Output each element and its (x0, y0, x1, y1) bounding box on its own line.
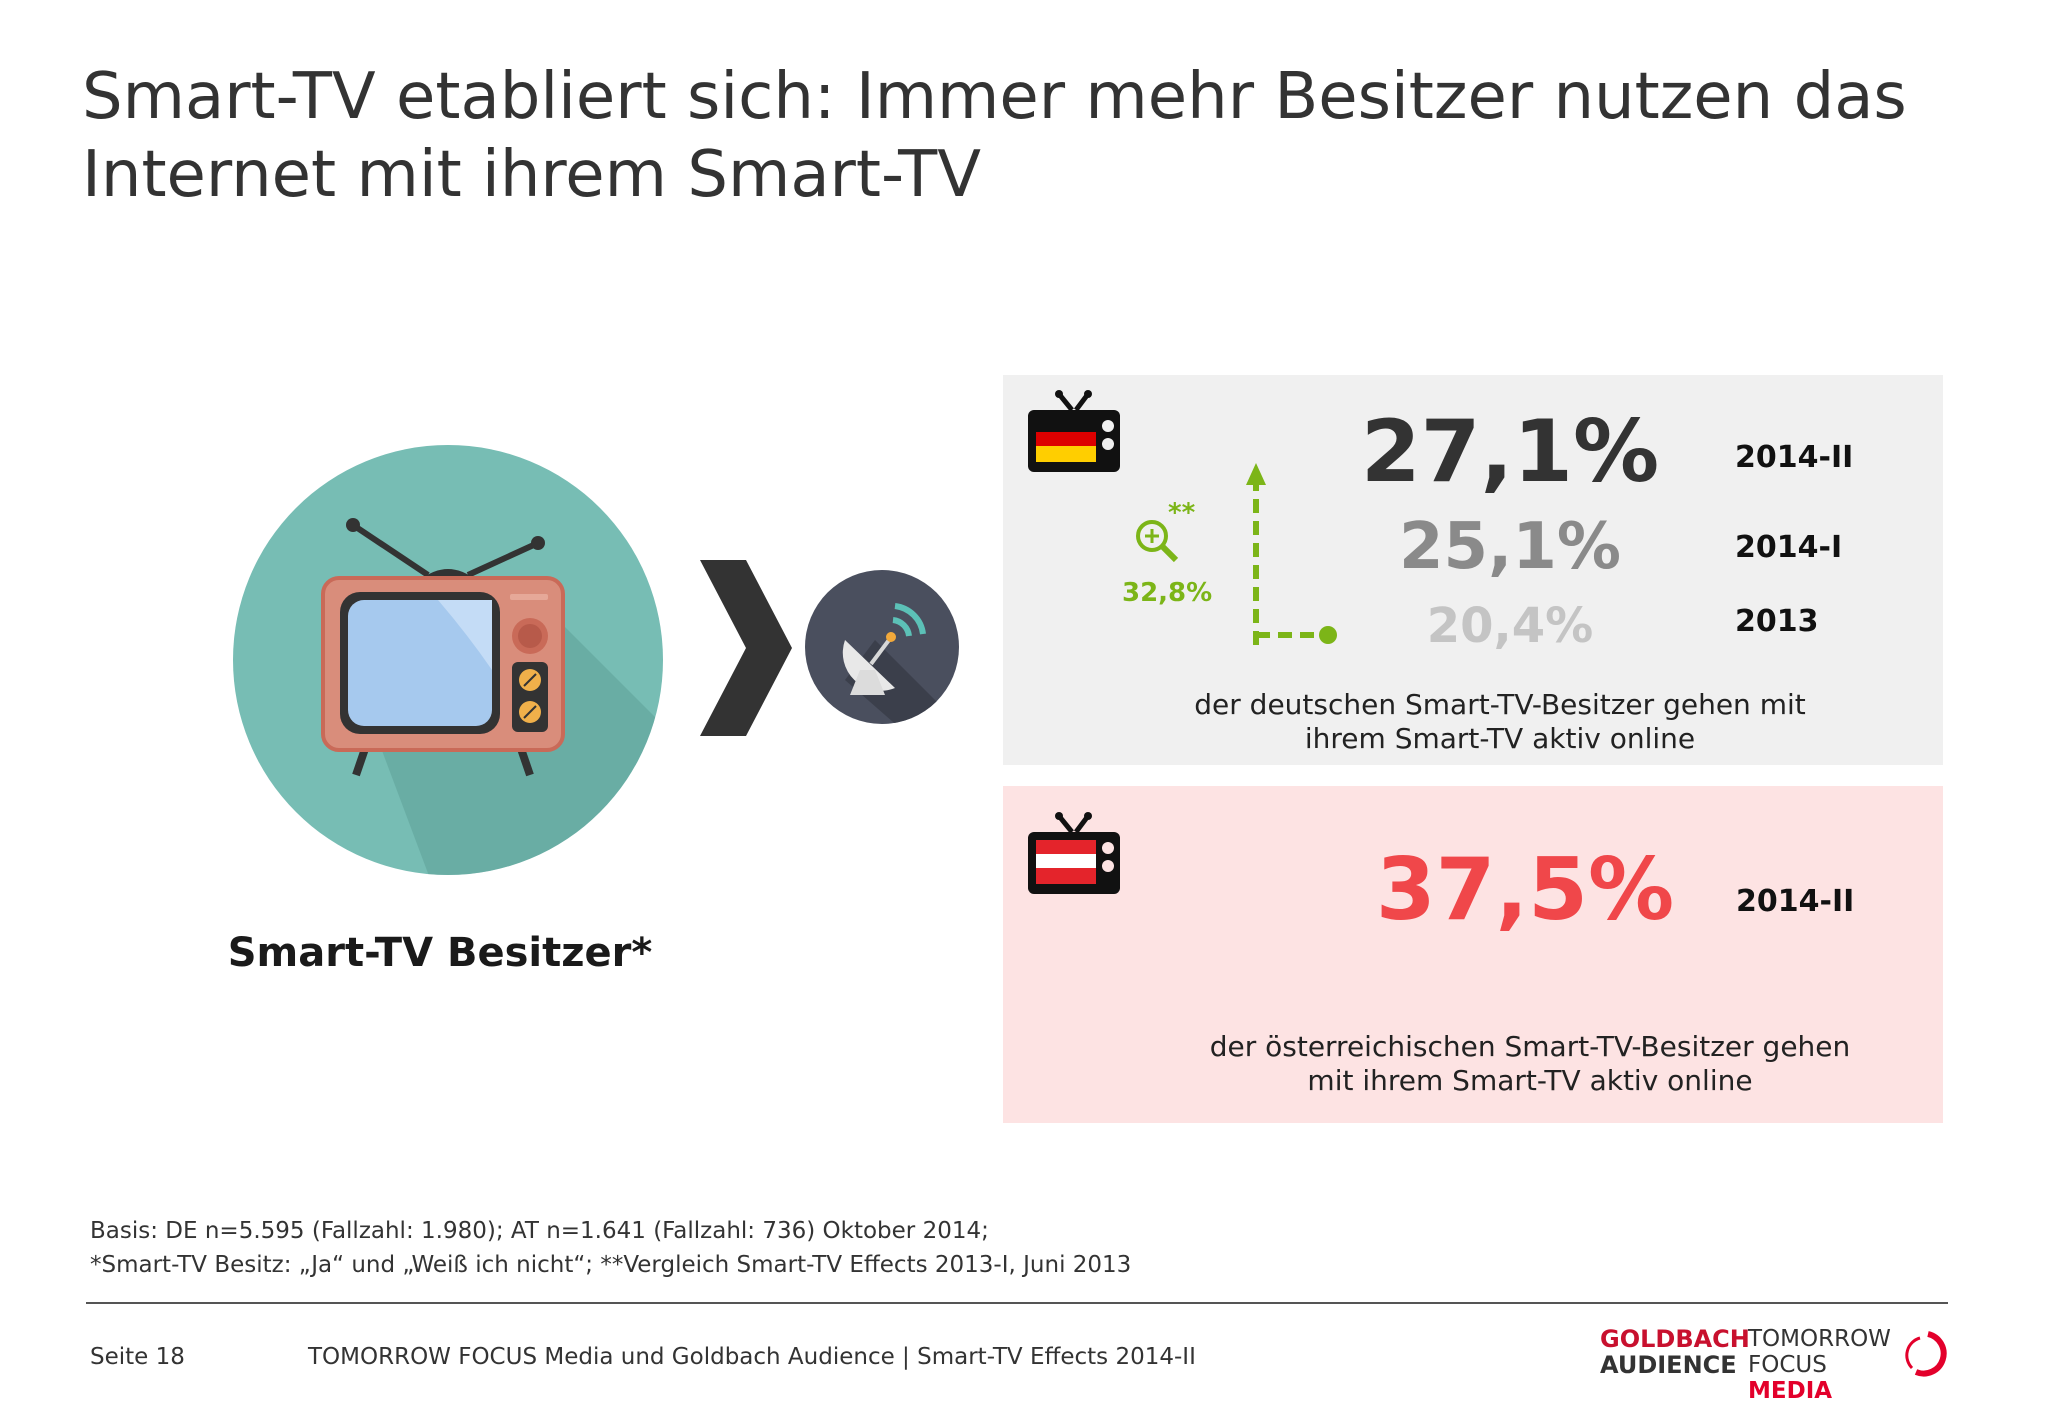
footnote-definitions: *Smart-TV Besitz: „Ja“ und „Weiß ich nic… (90, 1252, 1132, 1278)
at-description-line2: mit ihrem Smart-TV aktiv online (1307, 1064, 1753, 1097)
logo-tf-line2a: FOCUS (1748, 1352, 1827, 1378)
de-value-2014-i: 25,1% (1398, 510, 1622, 584)
de-period-2013: 2013 (1735, 604, 1819, 639)
at-description: der österreichischen Smart-TV-Besitzer g… (1090, 1030, 1970, 1098)
tomorrow-focus-ring-icon (1905, 1331, 1947, 1377)
comparison-marker: ** (1168, 498, 1196, 528)
tomorrow-focus-media-logo: TOMORROW FOCUS MEDIA (1748, 1326, 1918, 1404)
de-value-2014-ii: 27,1% (1360, 402, 1660, 502)
logo-goldbach-line2: AUDIENCE (1600, 1351, 1737, 1379)
owner-label: Smart-TV Besitzer* (227, 930, 653, 976)
germany-panel (1003, 375, 1943, 765)
logo-tf-line2b: MEDIA (1748, 1378, 1833, 1404)
goldbach-audience-logo: GOLDBACH AUDIENCE (1600, 1325, 1750, 1379)
tv-illustration-icon (233, 445, 663, 875)
footer-source: TOMORROW FOCUS Media und Goldbach Audien… (308, 1344, 1196, 1370)
trend-arrow (1246, 463, 1337, 645)
chevron-right-icon (700, 560, 792, 736)
austria-panel (1003, 786, 1943, 1123)
page-title: Smart-TV etabliert sich: Immer mehr Besi… (82, 60, 1907, 212)
tv-flag-germany-icon (1028, 390, 1120, 472)
de-description-line2: ihrem Smart-TV aktiv online (1304, 722, 1696, 755)
footnote-basis: Basis: DE n=5.595 (Fallzahl: 1.980); AT … (90, 1218, 989, 1244)
magnifier-plus-icon (1136, 520, 1179, 563)
de-period-2014-i: 2014-I (1735, 530, 1843, 565)
tv-flag-austria-icon (1028, 812, 1120, 894)
at-description-line1: der österreichischen Smart-TV-Besitzer g… (1209, 1030, 1851, 1063)
page-number: Seite 18 (90, 1344, 185, 1370)
at-value-2014-ii: 37,5% (1375, 840, 1675, 940)
de-description: der deutschen Smart-TV-Besitzer gehen mi… (1060, 688, 1940, 756)
satellite-dish-icon (805, 570, 959, 724)
logo-tf-line1: TOMORROW (1748, 1326, 1891, 1352)
footer-divider (86, 1302, 1948, 1304)
at-period-2014-ii: 2014-II (1736, 884, 1855, 919)
de-period-2014-ii: 2014-II (1735, 440, 1854, 475)
logo-goldbach-line1: GOLDBACH (1600, 1325, 1750, 1353)
de-value-2013: 20,4% (1426, 598, 1594, 654)
comparison-value: 32,8% (1122, 578, 1213, 608)
de-description-line1: der deutschen Smart-TV-Besitzer gehen mi… (1194, 688, 1806, 721)
